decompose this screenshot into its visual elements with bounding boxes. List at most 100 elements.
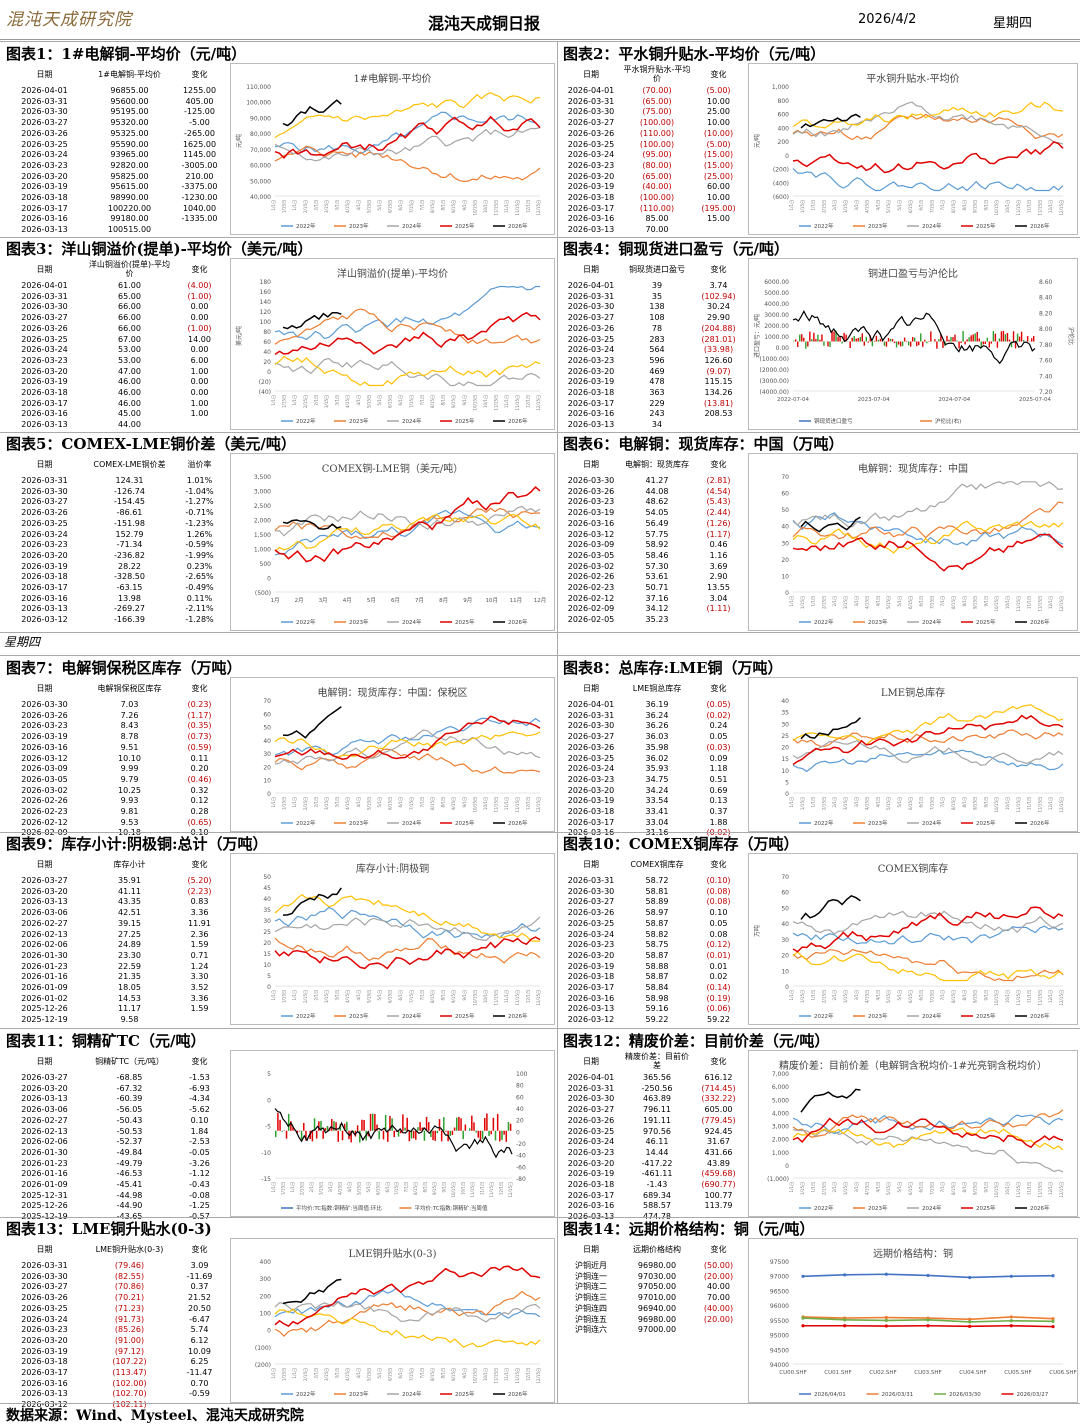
bar-mark	[972, 334, 974, 342]
table-cell: 95600.00	[110, 96, 149, 106]
series-line	[792, 501, 1064, 540]
table-cell: (5.00)	[706, 139, 731, 149]
svg-text:11/1日: 11/1日	[1027, 1182, 1032, 1195]
svg-text:10/15日: 10/15日	[451, 1182, 456, 1198]
table-row: 2026-03-27 108 29.90	[560, 312, 745, 323]
y-tick-label: 0.00	[776, 345, 790, 352]
svg-text:1/15日: 1/15日	[800, 200, 805, 213]
table-cell: 10.25	[118, 785, 141, 795]
table-cell: 2026-02-13	[21, 929, 68, 939]
svg-text:3/15日: 3/15日	[843, 200, 848, 213]
chart-title: 电解铜：现货库存：中国	[858, 464, 968, 475]
table-cell: 0.00	[190, 345, 209, 355]
table-cell: 58.75	[645, 940, 669, 950]
y-tick-label: 25	[263, 929, 271, 936]
bar-mark	[978, 338, 980, 342]
table-cell: 66.00	[118, 302, 141, 312]
table-cell: 0.10	[190, 1115, 209, 1125]
svg-text:6/1日: 6/1日	[398, 1368, 403, 1378]
legend-label: 2024年	[922, 819, 942, 827]
p3-chart: 洋山铜溢价(提单)-平均价 180 160 140 120 100 80 60 40 20 0 (20…	[230, 258, 555, 430]
series-line	[274, 1108, 513, 1159]
table-cell: 0.37	[709, 807, 728, 816]
divider	[0, 655, 1080, 656]
bar-mark	[434, 1130, 436, 1141]
y-tick-label: 96500	[770, 1288, 789, 1295]
svg-text:4/1日: 4/1日	[356, 1368, 361, 1378]
table-cell: 2026-03-20	[21, 1083, 68, 1093]
svg-text:9/15日: 9/15日	[451, 1368, 456, 1381]
y-tick-label: 20	[263, 359, 271, 366]
bar-mark	[438, 1119, 441, 1131]
y2-tick-label: 7.60	[1039, 358, 1053, 365]
table-cell: (0.59)	[187, 742, 212, 752]
table-cell: 92820.00	[110, 160, 149, 170]
svg-text:1/1日: 1/1日	[292, 200, 297, 210]
table-cell: (0.08)	[706, 897, 731, 907]
series-line	[274, 715, 541, 760]
table-cell: 58.87	[645, 950, 669, 960]
svg-text:12/1日: 12/1日	[499, 1182, 504, 1195]
series-line	[282, 706, 342, 739]
svg-text:11/1日: 11/1日	[504, 200, 509, 213]
bar-mark	[795, 339, 797, 342]
svg-text:12/1日: 12/1日	[1048, 1182, 1053, 1195]
table-cell: 0.69	[709, 785, 728, 795]
table-cell: 605.00	[704, 1105, 733, 1115]
p10-title: 图表10：COMEX铜库存（万吨）	[563, 835, 799, 853]
table-cell: (714.45)	[701, 1083, 736, 1093]
bar-mark	[503, 1130, 505, 1135]
table-header: 日期	[583, 69, 599, 79]
svg-text:4/1日: 4/1日	[875, 990, 880, 1000]
bar-mark	[1030, 338, 1033, 342]
series-line	[274, 115, 541, 160]
table-cell: 24.89	[118, 940, 141, 950]
table-cell: 2026-03-12	[21, 1400, 68, 1410]
svg-text:9/1日: 9/1日	[983, 200, 988, 210]
table-cell: -5.00	[189, 118, 210, 128]
bar-mark	[501, 1130, 503, 1140]
table-cell: 2026-03-16	[21, 214, 68, 224]
table-cell: 46.00	[118, 388, 141, 397]
table-row: 2026-03-13 34	[560, 419, 745, 430]
svg-text:1/1日: 1/1日	[292, 990, 297, 1000]
svg-text:11/1日: 11/1日	[1027, 200, 1032, 213]
series-line	[274, 1265, 541, 1328]
data-point	[843, 1318, 847, 1322]
table-cell: 2026-03-19	[567, 377, 615, 387]
y-tick-label: 6,000	[772, 1084, 789, 1091]
data-point	[843, 1324, 847, 1328]
y-tick-label: 400	[778, 125, 790, 132]
svg-text:7/15日: 7/15日	[929, 1182, 934, 1195]
table-row: 2026-03-31 95600.00 405.00	[2, 96, 227, 107]
y-tick-label: 60,000	[250, 163, 271, 170]
y-tick-label: 40	[781, 921, 789, 928]
y-tick-label: 15	[263, 951, 271, 958]
y-tick-label: 5	[267, 973, 271, 980]
chart-title: 1#电解铜-平均价	[353, 74, 432, 85]
table-cell: 2026-03-16	[21, 593, 68, 603]
y-tick-label: 70	[781, 874, 789, 881]
svg-text:2/1日: 2/1日	[313, 200, 318, 210]
svg-text:6/15日: 6/15日	[388, 1368, 393, 1381]
series-line	[274, 145, 541, 183]
table-cell: -86.61	[116, 508, 143, 518]
y2-tick-label: 8.20	[1039, 310, 1053, 317]
bar-mark	[275, 1130, 277, 1138]
bar-mark	[292, 1126, 294, 1131]
column-divider	[557, 41, 558, 1403]
p3-table: 日期 洋山铜溢价(提单)-平均价 变化 2026-04-01 61.00 (4.00) 20…	[2, 258, 227, 429]
svg-text:4/1日: 4/1日	[875, 200, 880, 210]
table-cell: 229	[649, 398, 665, 408]
p14-table: 日期 远期价格结构 变化 沪铜近月 96980.00 (50.00) 沪铜连一 97030.0…	[560, 1238, 745, 1408]
table-cell: (195.00)	[701, 203, 736, 213]
table-header: 变化	[710, 69, 727, 79]
bar-mark	[845, 334, 847, 342]
table-cell: 3.30	[190, 972, 209, 982]
table-cell: 2026-03-30	[21, 486, 68, 496]
legend-label: 2024年	[922, 618, 942, 626]
table-cell: 2026-03-31	[567, 291, 615, 301]
bar-mark	[412, 1130, 415, 1139]
bar-mark	[359, 1130, 361, 1143]
x-tick-label: CU05.SHF	[1004, 1370, 1031, 1376]
